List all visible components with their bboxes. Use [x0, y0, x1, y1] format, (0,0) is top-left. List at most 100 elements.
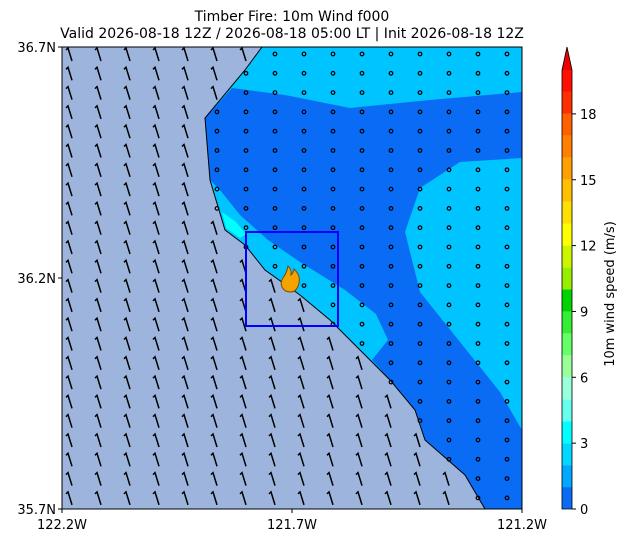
wind-barb	[297, 355, 305, 371]
wind-barb	[355, 355, 363, 371]
wind-barb	[65, 471, 73, 486]
wind-barb	[123, 47, 131, 62]
wind-barb	[268, 471, 276, 486]
calm-marker	[272, 167, 278, 173]
calm-marker	[301, 90, 307, 95]
calm-marker	[272, 51, 278, 57]
calm-marker	[504, 399, 510, 404]
wind-barb	[210, 258, 218, 274]
calm-marker	[504, 225, 510, 231]
calm-marker	[475, 128, 481, 134]
calm-marker	[388, 51, 394, 57]
wind-barb	[268, 374, 276, 390]
colorbar-extend	[562, 47, 572, 70]
wind-barb	[123, 104, 131, 120]
wind-barb	[413, 471, 421, 486]
calm-marker	[359, 186, 365, 192]
colorbar-segment	[562, 399, 572, 422]
colorbar-segment	[562, 201, 572, 224]
calm-marker	[446, 341, 452, 346]
wind-barb	[326, 451, 334, 467]
calm-marker	[475, 225, 481, 231]
y-tick-label: 35.7N	[17, 503, 56, 518]
calm-marker	[475, 379, 481, 385]
wind-barb	[152, 316, 160, 332]
calm-marker	[475, 360, 481, 366]
wind-barb	[94, 451, 102, 467]
calm-marker	[214, 128, 220, 134]
calm-marker	[446, 128, 452, 134]
fire-icon	[280, 264, 300, 293]
wind-barb	[94, 490, 102, 506]
wind-barb	[210, 47, 218, 62]
wind-barbs	[65, 47, 510, 506]
calm-marker	[446, 360, 452, 366]
calm-marker	[301, 51, 307, 57]
calm-marker	[243, 186, 249, 192]
colorbar-segment	[562, 70, 572, 92]
wind-barb	[123, 355, 131, 371]
wind-barb	[94, 85, 102, 100]
wind-barb	[94, 181, 102, 197]
wind-barb	[94, 123, 102, 139]
calm-marker	[330, 263, 336, 269]
calm-marker	[446, 283, 452, 289]
wind-barb	[355, 374, 363, 390]
wind-barb	[65, 336, 73, 351]
fire-box	[245, 231, 339, 327]
wind-barb	[239, 471, 247, 486]
calm-marker	[388, 360, 394, 366]
calm-marker	[388, 302, 394, 308]
calm-marker	[504, 302, 510, 308]
calm-marker	[359, 90, 365, 95]
colorbar-segment	[562, 91, 572, 114]
wind-barb	[152, 258, 160, 274]
calm-marker	[446, 263, 452, 269]
calm-marker	[388, 70, 394, 76]
calm-marker	[417, 399, 423, 404]
colorbar-segment	[562, 355, 572, 378]
calm-marker	[243, 109, 249, 115]
wind-barb	[181, 413, 189, 428]
colorbar-tick-label: 9	[580, 305, 588, 320]
x-tick-label: 121.7W	[267, 518, 317, 533]
calm-marker	[504, 186, 510, 192]
wind-barb	[268, 336, 276, 351]
wind-barb	[239, 316, 247, 332]
wind-barb	[65, 451, 73, 467]
calm-marker	[475, 321, 481, 327]
calm-marker	[214, 109, 220, 115]
calm-marker	[330, 90, 336, 95]
calm-marker	[301, 186, 307, 192]
wind-barb	[181, 336, 189, 351]
wind-barb	[94, 239, 102, 255]
wind-barb	[123, 451, 131, 467]
calm-marker	[330, 128, 336, 134]
calm-marker	[446, 225, 452, 231]
wind-barb	[297, 297, 305, 313]
wind-barb	[210, 278, 218, 293]
wind-barb	[268, 413, 276, 428]
calm-marker	[330, 283, 336, 289]
calm-marker	[417, 186, 423, 192]
calm-marker	[446, 109, 452, 115]
wind-barb	[94, 65, 102, 81]
colorbar-segment	[562, 135, 572, 158]
wind-barb	[239, 374, 247, 390]
wind-barb	[181, 374, 189, 390]
wind-barb	[210, 297, 218, 313]
calm-marker	[504, 321, 510, 327]
calm-marker	[504, 263, 510, 269]
wind-barb	[181, 432, 189, 448]
calm-marker	[388, 128, 394, 134]
wind-barb	[297, 432, 305, 448]
chart-subtitle: Valid 2026-08-18 12Z / 2026-08-18 05:00 …	[60, 26, 524, 42]
wind-barb	[384, 471, 392, 486]
calm-marker	[475, 341, 481, 346]
wind-barb	[94, 374, 102, 390]
wind-barb	[239, 258, 247, 274]
wind-barb	[297, 451, 305, 467]
wind-barb	[181, 490, 189, 506]
calm-marker	[475, 148, 481, 153]
